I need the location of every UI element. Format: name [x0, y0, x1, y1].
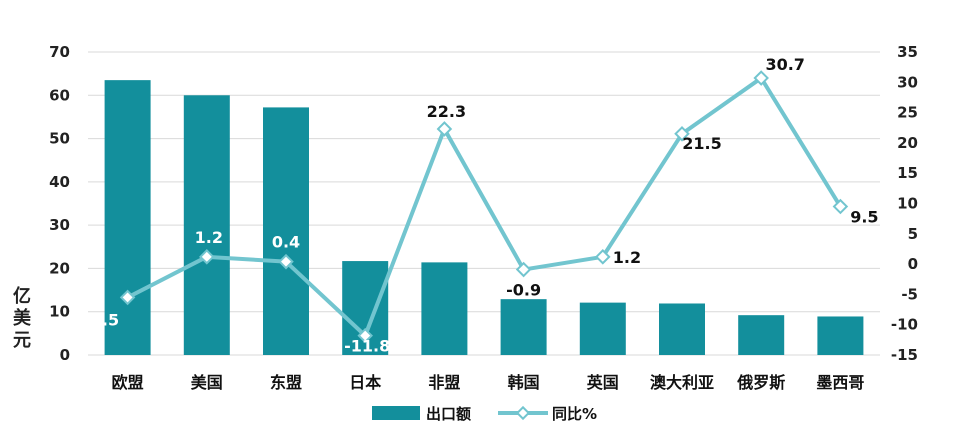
line-point	[595, 249, 611, 265]
y2-tick-label: 0	[908, 255, 918, 273]
x-tick-label: 澳大利亚	[650, 373, 714, 392]
line-point	[832, 198, 849, 215]
legend-bar-label: 出口额	[426, 405, 471, 423]
x-tick-label: 韩国	[508, 373, 540, 392]
data-label: -0.9	[506, 281, 541, 300]
legend: 出口额 同比%	[372, 405, 597, 423]
y-tick-label: 0	[60, 346, 70, 364]
line-point	[357, 327, 373, 344]
x-tick-label: 日本	[349, 373, 381, 392]
data-label: 21.5	[682, 134, 721, 153]
bar	[500, 299, 547, 355]
x-axis: 欧盟 美国 东盟 日本 非盟 韩国 英国 澳大利亚 俄罗斯 墨西哥	[112, 373, 865, 392]
legend-bar-swatch	[372, 406, 420, 420]
bar	[738, 315, 785, 355]
data-label: 0.4	[272, 233, 300, 252]
left-axis: 0 10 20 30 40 50 60 70	[49, 43, 70, 364]
y2-tick-label: 25	[897, 104, 918, 122]
y2-tick-label: -5	[901, 285, 918, 303]
right-axis: -15 -10 -5 0 5 10 15 20 25 30 35	[891, 43, 918, 364]
data-label: 1.2	[613, 248, 641, 267]
line-point	[753, 70, 769, 86]
x-tick-label: 英国	[586, 373, 619, 392]
bar	[579, 302, 626, 355]
y-tick-label: 60	[49, 86, 70, 104]
y-tick-label: 50	[49, 130, 70, 148]
legend-line-label: 同比%	[552, 405, 597, 423]
x-tick-label: 美国	[191, 373, 223, 392]
bar	[659, 303, 705, 355]
line-series	[119, 70, 849, 344]
line-point	[515, 261, 532, 278]
bar	[183, 95, 230, 356]
line-point	[199, 249, 215, 265]
bar	[817, 316, 864, 355]
y-tick-label: 30	[49, 216, 70, 234]
y2-tick-label: 10	[897, 195, 918, 213]
data-label: 30.7	[765, 55, 804, 74]
bar	[263, 107, 309, 355]
y2-tick-label: -10	[891, 316, 918, 334]
x-tick-label: 非盟	[428, 373, 460, 392]
bar	[104, 80, 151, 355]
y-tick-label: 10	[49, 303, 70, 321]
y2-tick-label: 15	[897, 164, 918, 182]
y-axis-label: 亿美元	[13, 285, 31, 351]
data-labels: -5.5 1.2 0.4 -11.8 22.3 -0.9 1.2 21.5 30.7 9.5	[84, 55, 878, 356]
series-line	[126, 76, 843, 338]
data-label: 22.3	[427, 102, 466, 121]
data-label: -11.8	[344, 337, 390, 356]
line-point	[278, 253, 294, 270]
y-tick-label: 20	[49, 259, 70, 277]
bar	[421, 262, 468, 355]
legend-line-marker	[515, 405, 531, 421]
x-tick-label: 俄罗斯	[736, 373, 785, 392]
bar-series	[104, 80, 864, 356]
line-point	[674, 126, 690, 142]
y2-tick-label: 35	[897, 43, 918, 61]
data-label: 1.2	[195, 228, 223, 247]
x-tick-label: 欧盟	[112, 373, 144, 392]
y2-tick-label: -15	[891, 346, 918, 364]
y-tick-label: 70	[49, 43, 70, 61]
data-label: -5.5	[84, 310, 119, 329]
y2-tick-label: 20	[897, 134, 918, 152]
y2-tick-label: 5	[908, 225, 918, 243]
line-point	[436, 121, 453, 137]
y-tick-label: 40	[49, 173, 70, 191]
x-tick-label: 东盟	[270, 373, 302, 392]
x-tick-label: 墨西哥	[816, 373, 864, 392]
data-label: 9.5	[850, 208, 878, 227]
y2-tick-label: 30	[897, 73, 918, 91]
line-point	[119, 289, 136, 306]
